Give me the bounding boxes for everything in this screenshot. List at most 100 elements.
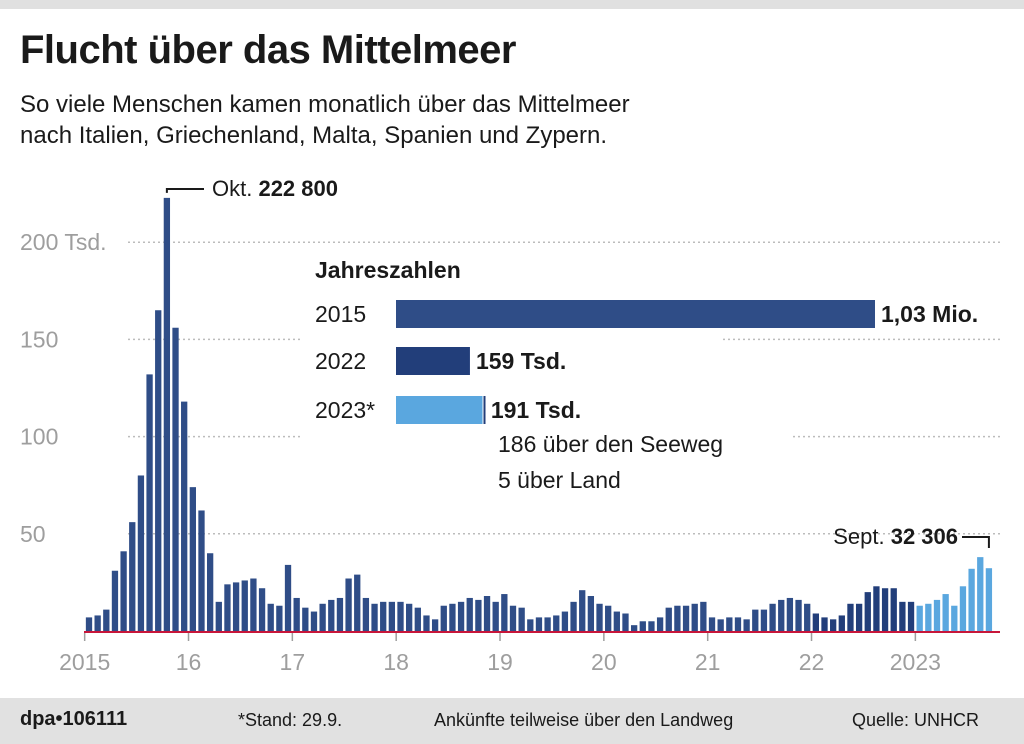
bar-2018-5 xyxy=(431,619,439,631)
bar-2019-6 xyxy=(544,617,551,631)
bar-2020-8 xyxy=(665,607,672,631)
chart-title: Flucht über das Mittelmeer xyxy=(20,28,516,72)
annual-bar-2023-land xyxy=(483,396,486,424)
bar-2016-9 xyxy=(258,588,266,631)
x-tick-label-17: 17 xyxy=(280,649,306,675)
annual-bar-2023-sea xyxy=(396,396,483,424)
bar-2023-9 xyxy=(985,568,993,631)
footer-stand: *Stand: 29.9. xyxy=(238,710,343,730)
bar-2017-12 xyxy=(388,601,396,631)
bar-2017-8 xyxy=(354,574,361,631)
annual-2023-land-note: 5 über Land xyxy=(498,467,621,493)
bar-2019-4 xyxy=(527,619,534,631)
x-tick-label-18: 18 xyxy=(383,649,409,675)
x-tick-label-19: 19 xyxy=(487,649,513,675)
x-tick-label-2015: 2015 xyxy=(59,649,110,675)
chart-subtitle-line2: nach Italien, Griechenland, Malta, Spani… xyxy=(20,122,608,149)
annual-value-1: 159 Tsd. xyxy=(476,348,566,374)
bar-2020-4 xyxy=(630,625,638,631)
bar-2020-9 xyxy=(674,605,681,631)
footer-source: Quelle: UNHCR xyxy=(852,710,980,730)
bar-2023-8 xyxy=(977,557,984,631)
annual-value-2: 191 Tsd. xyxy=(491,397,581,423)
bar-2022-11 xyxy=(899,601,906,631)
bar-2023-6 xyxy=(959,586,967,631)
bar-2015-9 xyxy=(155,310,162,631)
footer-bar: dpa•106111 *Stand: 29.9. Ankünfte teilwe… xyxy=(0,698,1024,744)
y-tick-label-50: 50 xyxy=(20,521,46,547)
annual-value-0: 1,03 Mio. xyxy=(881,301,978,327)
bar-2021-10 xyxy=(786,597,794,631)
x-tick-label-21: 21 xyxy=(695,649,721,675)
bar-2017-6 xyxy=(336,597,344,631)
bar-2020-7 xyxy=(656,617,664,631)
bar-2015-3 xyxy=(103,609,110,631)
x-tick-label-2023: 2023 xyxy=(890,649,941,675)
bar-2022-2 xyxy=(821,617,828,631)
chart-subtitle-line1: So viele Menschen kamen monatlich über d… xyxy=(20,91,630,118)
inset-background-2 xyxy=(490,388,790,498)
bar-2020-3 xyxy=(622,613,629,631)
bar-2017-4 xyxy=(319,603,326,631)
bar-2019-8 xyxy=(561,611,569,631)
bar-2023-1 xyxy=(916,605,923,631)
bar-2021-1 xyxy=(708,617,716,631)
top-bar xyxy=(0,0,1024,9)
y-tick-label-200: 200 Tsd. xyxy=(20,229,107,255)
annual-bar-2015 xyxy=(396,300,875,328)
bar-2022-12 xyxy=(907,601,915,631)
x-tick-label-20: 20 xyxy=(591,649,617,675)
y-tick-label-150: 150 xyxy=(20,326,58,352)
bar-2022-5 xyxy=(847,603,854,631)
bar-2022-7 xyxy=(864,592,871,631)
bar-2016-12 xyxy=(284,564,292,631)
bar-2019-12 xyxy=(596,603,603,631)
bar-2022-6 xyxy=(855,603,863,631)
bar-2018-1 xyxy=(397,601,404,631)
bar-2018-6 xyxy=(440,605,447,631)
bar-2020-5 xyxy=(639,621,646,631)
dpa-logo: dpa•106111 xyxy=(20,708,128,730)
bar-2023-7 xyxy=(968,568,975,631)
latest-annotation: Sept. 32 306 xyxy=(833,524,958,549)
bar-2015-10 xyxy=(163,197,171,631)
bar-2022-4 xyxy=(838,615,845,631)
bar-2016-2 xyxy=(198,510,205,631)
bar-2017-3 xyxy=(310,611,318,631)
peak-annotation: Okt. 222 800 xyxy=(212,176,338,201)
bar-2018-3 xyxy=(414,607,421,631)
x-tick-label-22: 22 xyxy=(799,649,825,675)
bar-2017-11 xyxy=(380,601,387,631)
bar-2019-11 xyxy=(587,596,595,631)
monthly-arrivals-chart: 200 Tsd. 150 100 50 2015 16 17 18 19 20 21 22 2023 Ok… xyxy=(20,176,1000,675)
bar-2015-11 xyxy=(172,327,179,631)
bar-2018-2 xyxy=(406,603,413,631)
bar-2021-9 xyxy=(778,599,785,631)
bar-2018-12 xyxy=(492,601,499,631)
peak-annotation-month: Okt. xyxy=(212,176,258,201)
latest-annotation-leader xyxy=(962,536,990,548)
bar-2022-3 xyxy=(830,619,837,631)
bar-2016-5 xyxy=(224,584,231,631)
bar-2016-8 xyxy=(250,578,257,631)
bar-2019-3 xyxy=(518,607,525,631)
bar-2018-8 xyxy=(457,601,465,631)
bar-2023-4 xyxy=(942,594,949,631)
bar-2017-2 xyxy=(302,607,309,631)
bar-2018-9 xyxy=(466,597,473,631)
bar-2016-10 xyxy=(267,603,274,631)
bar-2020-10 xyxy=(682,605,690,631)
bar-2021-3 xyxy=(726,617,733,631)
bar-2020-11 xyxy=(691,603,698,631)
peak-annotation-value: 222 800 xyxy=(258,176,338,201)
bar-2017-5 xyxy=(328,599,335,631)
bar-2015-12 xyxy=(181,401,188,631)
bar-2017-1 xyxy=(293,597,300,631)
bar-2018-11 xyxy=(483,596,491,631)
bar-2021-6 xyxy=(752,609,759,631)
bar-2018-4 xyxy=(423,615,430,631)
bar-2018-7 xyxy=(449,603,456,631)
bar-2021-12 xyxy=(804,603,811,631)
annual-2023-sea-note: 186 über den Seeweg xyxy=(498,431,723,457)
bar-2022-1 xyxy=(812,613,819,631)
